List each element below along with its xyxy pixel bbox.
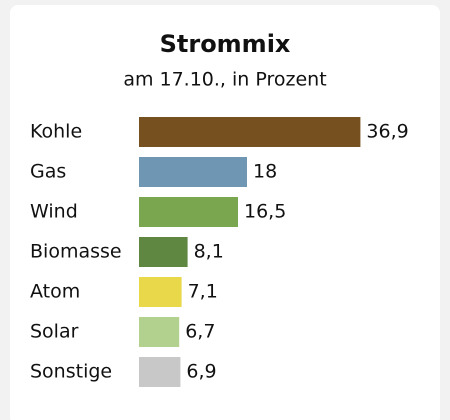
chart-title: Strommix [160, 30, 291, 58]
chart-subtitle: am 17.10., in Prozent [123, 69, 326, 91]
bar [139, 357, 181, 387]
category-label: Wind [30, 201, 78, 223]
bar [139, 197, 238, 227]
value-label: 18 [253, 161, 277, 183]
value-label: 8,1 [194, 241, 224, 263]
category-label: Kohle [30, 121, 82, 143]
bar [139, 117, 361, 147]
value-label: 7,1 [188, 281, 218, 303]
value-label: 6,9 [186, 361, 216, 383]
value-label: 6,7 [185, 321, 215, 343]
category-label: Solar [30, 321, 79, 343]
bar [139, 157, 247, 187]
value-label: 36,9 [366, 121, 408, 143]
category-label: Gas [30, 161, 66, 183]
category-label: Atom [30, 281, 80, 303]
value-label: 16,5 [244, 201, 286, 223]
bar [139, 317, 180, 347]
category-label: Sonstige [30, 361, 112, 383]
bar [139, 237, 188, 267]
bar [139, 277, 182, 307]
category-label: Biomasse [30, 241, 122, 263]
